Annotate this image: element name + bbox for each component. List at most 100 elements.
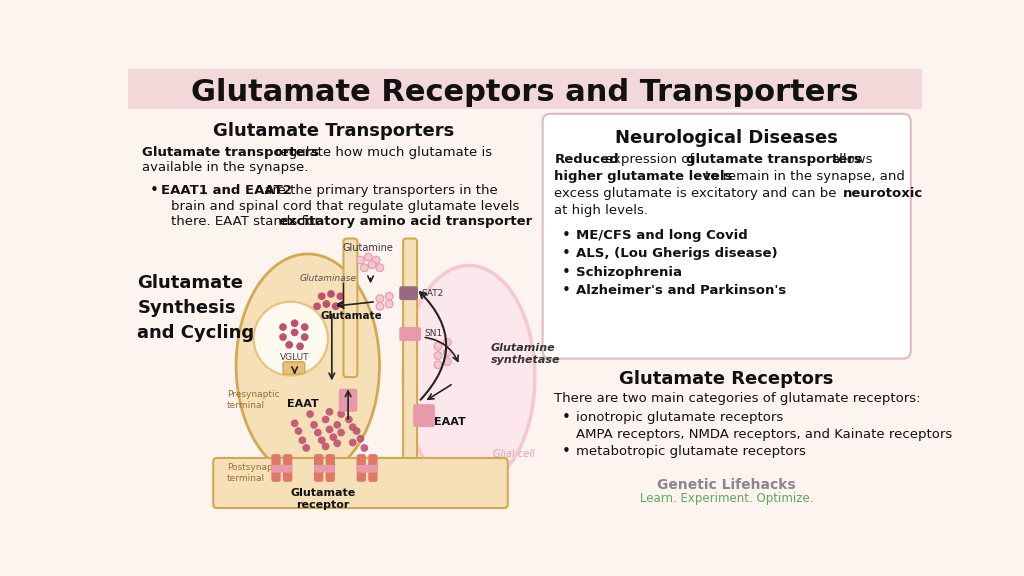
- Circle shape: [280, 334, 287, 341]
- Text: Glutamine
synthetase: Glutamine synthetase: [490, 343, 560, 365]
- Circle shape: [360, 444, 369, 452]
- Circle shape: [317, 437, 326, 444]
- FancyBboxPatch shape: [399, 286, 418, 300]
- Circle shape: [326, 426, 334, 433]
- Circle shape: [360, 264, 369, 272]
- FancyBboxPatch shape: [356, 454, 366, 482]
- Circle shape: [313, 302, 321, 310]
- Text: Glutamate Receptors and Transporters: Glutamate Receptors and Transporters: [191, 78, 858, 107]
- Circle shape: [280, 323, 287, 331]
- Text: are the primary transporters in the: are the primary transporters in the: [260, 184, 498, 197]
- Circle shape: [334, 439, 341, 447]
- FancyBboxPatch shape: [326, 454, 335, 482]
- Text: allows: allows: [831, 153, 873, 166]
- Text: AMPA receptors, NMDA receptors, and Kainate receptors: AMPA receptors, NMDA receptors, and Kain…: [575, 427, 952, 441]
- Text: at high levels.: at high levels.: [554, 204, 648, 217]
- FancyBboxPatch shape: [339, 389, 357, 412]
- Text: •: •: [562, 228, 570, 243]
- Text: Genetic Lifehacks: Genetic Lifehacks: [657, 478, 796, 492]
- Text: SAT2: SAT2: [421, 289, 443, 298]
- Circle shape: [376, 295, 384, 302]
- Circle shape: [365, 253, 372, 261]
- FancyBboxPatch shape: [356, 465, 378, 472]
- Text: excess glutamate is excitatory and can be: excess glutamate is excitatory and can b…: [554, 187, 837, 200]
- Text: ALS, (Lou Gherigs disease): ALS, (Lou Gherigs disease): [575, 248, 777, 260]
- Text: Glutamine: Glutamine: [343, 242, 393, 253]
- Circle shape: [326, 408, 334, 416]
- Circle shape: [330, 433, 337, 441]
- Circle shape: [385, 300, 393, 308]
- Circle shape: [434, 352, 442, 359]
- Text: Alzheimer's and Parkinson's: Alzheimer's and Parkinson's: [575, 285, 786, 297]
- Circle shape: [337, 429, 345, 437]
- FancyBboxPatch shape: [543, 114, 910, 359]
- Text: expression of: expression of: [604, 153, 693, 166]
- Text: ionotropic glutamate receptors: ionotropic glutamate receptors: [575, 411, 783, 424]
- FancyBboxPatch shape: [271, 454, 281, 482]
- Circle shape: [356, 435, 365, 442]
- Circle shape: [322, 416, 330, 423]
- Text: brain and spinal cord that regulate glutamate levels: brain and spinal cord that regulate glut…: [171, 200, 519, 213]
- Text: neurotoxic: neurotoxic: [843, 187, 923, 200]
- Text: SN1: SN1: [424, 329, 442, 339]
- FancyBboxPatch shape: [213, 458, 508, 508]
- Text: Glutamate: Glutamate: [321, 310, 382, 320]
- Text: Glutamate
receptor: Glutamate receptor: [291, 487, 356, 510]
- Text: glutamate transporters: glutamate transporters: [686, 153, 862, 166]
- Text: Glutamate
Synthesis
and Cycling: Glutamate Synthesis and Cycling: [137, 274, 254, 342]
- Circle shape: [443, 339, 452, 346]
- Circle shape: [301, 323, 308, 331]
- Circle shape: [376, 264, 384, 272]
- Circle shape: [254, 302, 328, 376]
- Text: Schizophrenia: Schizophrenia: [575, 266, 682, 279]
- Text: •: •: [562, 247, 570, 262]
- Circle shape: [323, 300, 331, 308]
- Text: Neurological Diseases: Neurological Diseases: [614, 130, 838, 147]
- Circle shape: [295, 427, 302, 435]
- Text: Learn. Experiment. Optimize.: Learn. Experiment. Optimize.: [640, 492, 813, 505]
- Ellipse shape: [237, 254, 380, 478]
- Circle shape: [310, 421, 317, 429]
- Circle shape: [296, 343, 304, 350]
- Text: EAAT: EAAT: [287, 399, 318, 409]
- Text: Glutamate Receptors: Glutamate Receptors: [620, 370, 834, 388]
- Circle shape: [291, 329, 299, 336]
- FancyBboxPatch shape: [343, 238, 357, 377]
- Circle shape: [291, 319, 299, 327]
- Circle shape: [372, 256, 380, 264]
- Circle shape: [322, 442, 330, 450]
- Circle shape: [356, 256, 365, 264]
- FancyBboxPatch shape: [283, 454, 292, 482]
- Text: higher glutamate levels: higher glutamate levels: [554, 170, 732, 183]
- Text: to remain in the synapse, and: to remain in the synapse, and: [706, 170, 905, 183]
- Text: •: •: [562, 410, 570, 425]
- Text: Glial cell: Glial cell: [494, 449, 535, 459]
- Circle shape: [385, 293, 393, 300]
- Text: EAAT1 and EAAT2: EAAT1 and EAAT2: [161, 184, 292, 197]
- Text: There are two main categories of glutamate receptors:: There are two main categories of glutama…: [554, 392, 921, 405]
- Text: excitatory amino acid transporter: excitatory amino acid transporter: [280, 215, 532, 228]
- Text: •: •: [562, 283, 570, 298]
- Text: Glutamate Transporters: Glutamate Transporters: [213, 122, 454, 140]
- Text: VGLUT: VGLUT: [280, 353, 309, 362]
- Circle shape: [434, 361, 442, 369]
- Circle shape: [306, 410, 314, 418]
- Ellipse shape: [403, 266, 535, 489]
- Text: Glutamate transporters: Glutamate transporters: [142, 146, 319, 159]
- Text: Glutaminase: Glutaminase: [299, 274, 356, 283]
- Circle shape: [299, 437, 306, 444]
- Bar: [128, 69, 922, 109]
- Text: metabotropic glutamate receptors: metabotropic glutamate receptors: [575, 445, 806, 457]
- FancyBboxPatch shape: [271, 465, 292, 472]
- Text: •: •: [562, 265, 570, 280]
- Circle shape: [301, 334, 308, 341]
- Text: EAAT: EAAT: [434, 417, 466, 427]
- Circle shape: [302, 444, 310, 452]
- Circle shape: [352, 427, 360, 435]
- Text: Presynaptic
terminal: Presynaptic terminal: [227, 390, 280, 410]
- Circle shape: [314, 429, 322, 437]
- Circle shape: [332, 302, 340, 310]
- Circle shape: [369, 261, 376, 268]
- Circle shape: [345, 416, 352, 423]
- FancyBboxPatch shape: [314, 465, 335, 472]
